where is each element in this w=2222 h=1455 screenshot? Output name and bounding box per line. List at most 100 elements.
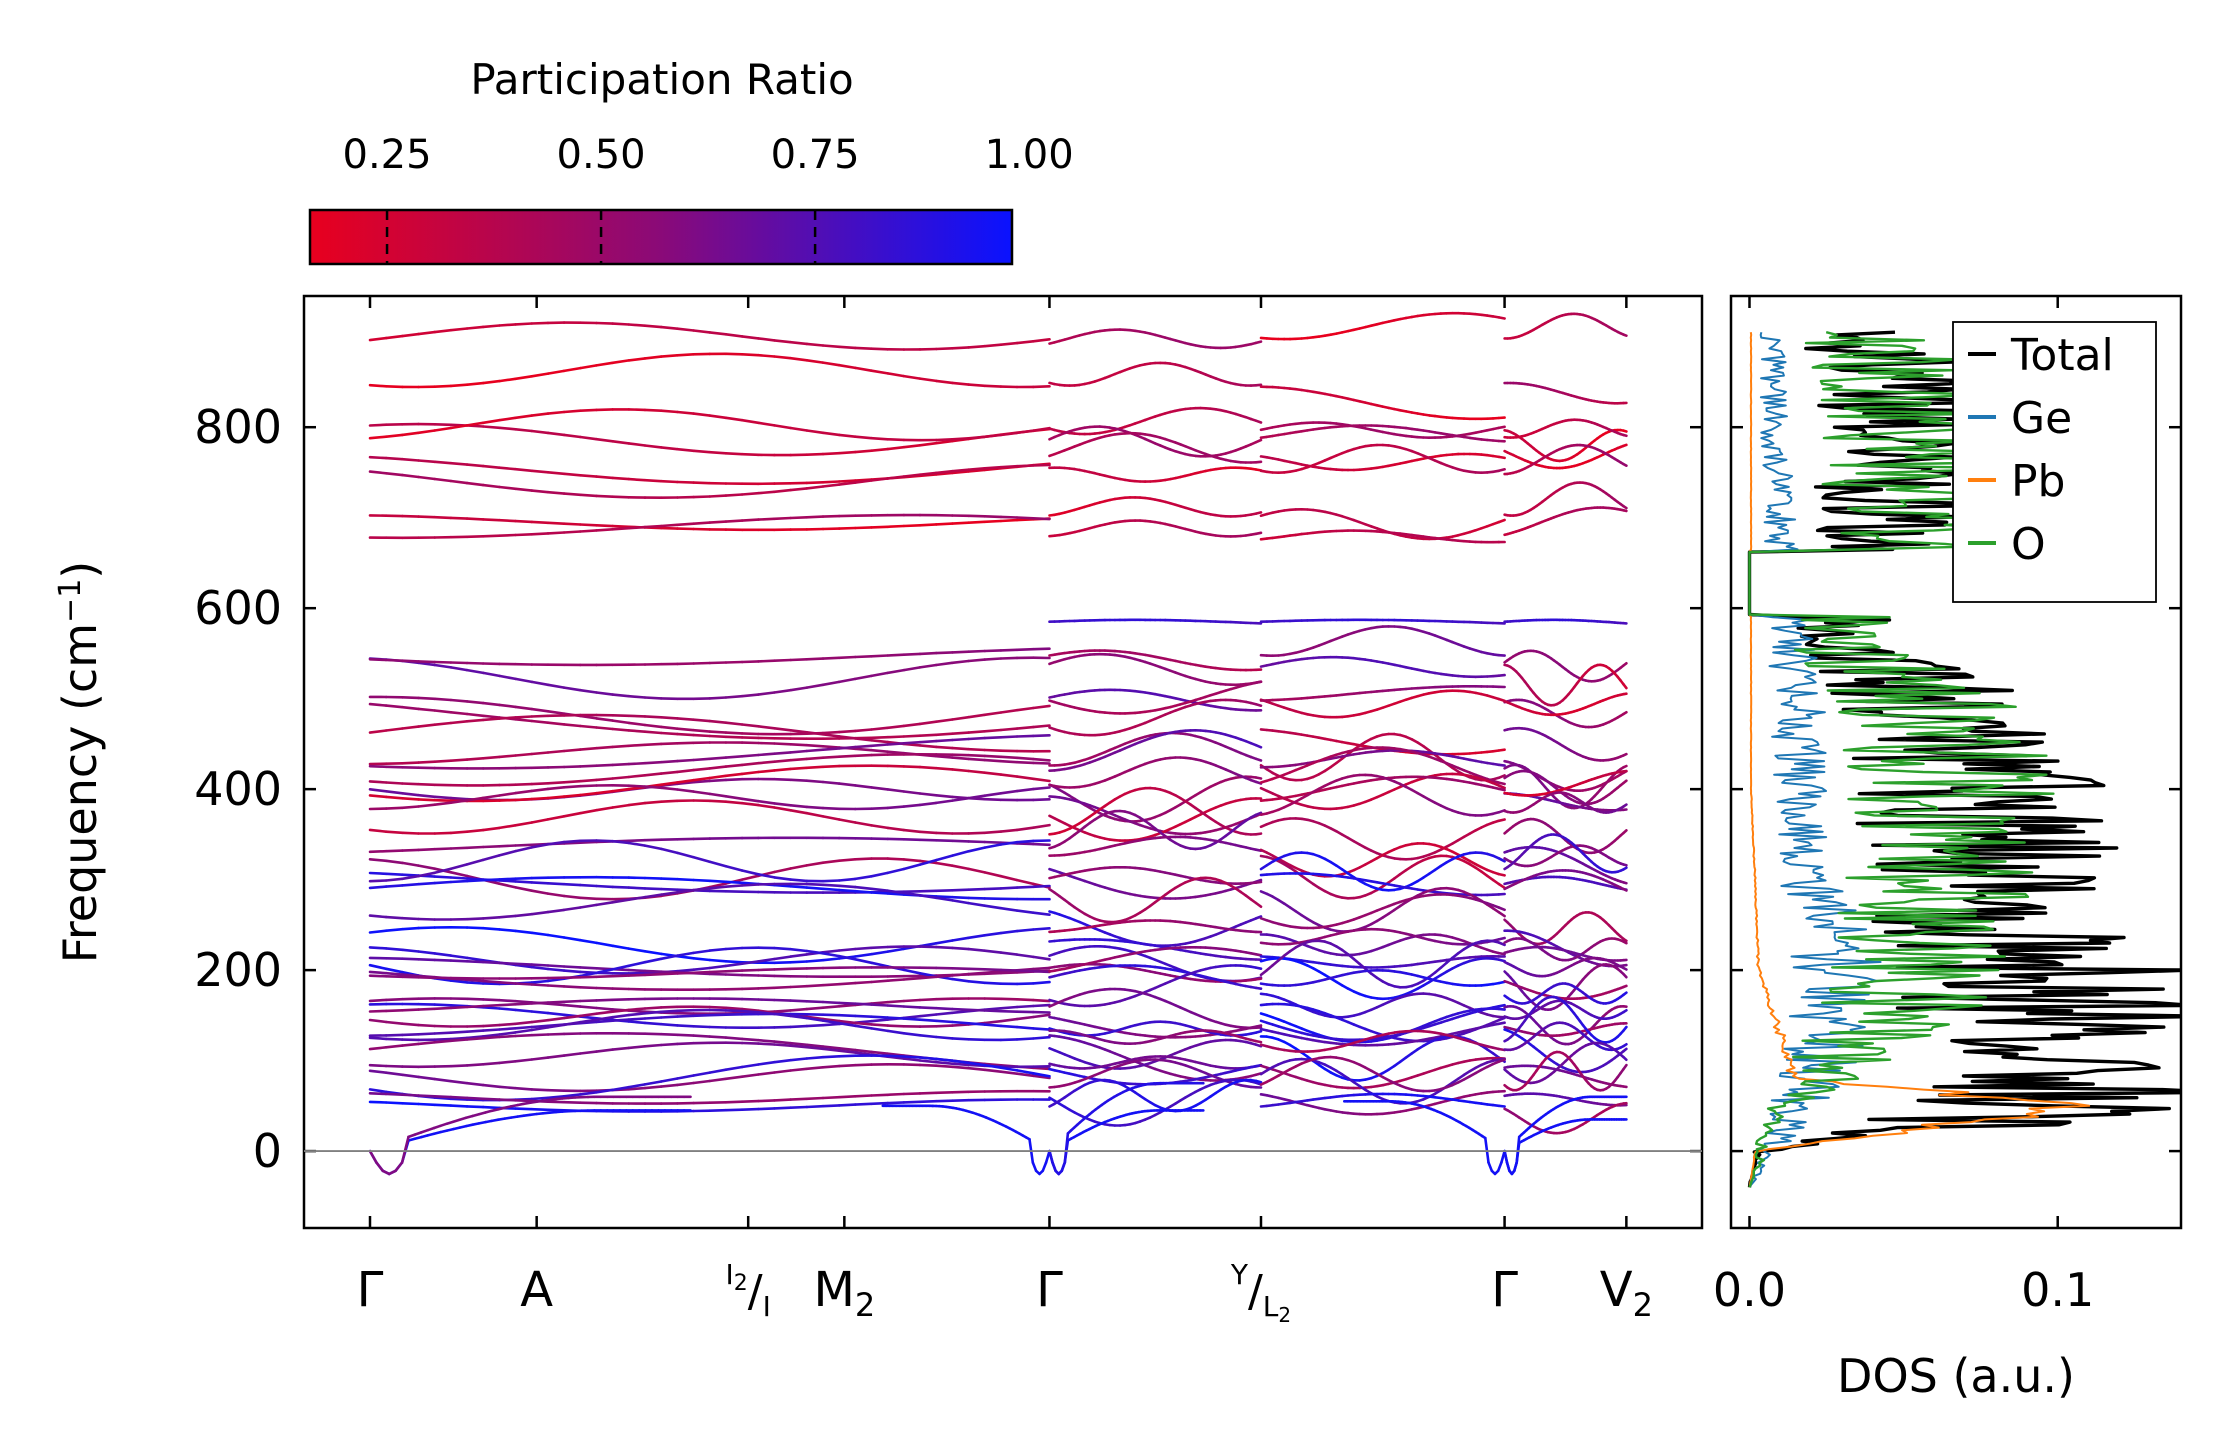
band-segment: [417, 950, 437, 955]
band-segment: [853, 980, 873, 985]
band-segment: [627, 1017, 647, 1021]
band-segment: [837, 782, 857, 787]
band-segment: [627, 1020, 647, 1025]
band-segment: [805, 485, 825, 490]
band-segment: [578, 808, 598, 815]
band-segment: [1497, 818, 1506, 823]
band-segment: [659, 731, 679, 736]
band-segment: [417, 847, 437, 852]
band-segment: [999, 648, 1019, 652]
band-segment: [578, 840, 598, 845]
band-segment: [902, 828, 922, 834]
band-segment: [789, 803, 809, 809]
band-segment: [417, 475, 437, 481]
band-segment: [983, 649, 1003, 653]
band-segment: [740, 452, 760, 457]
band-segment: [708, 958, 728, 963]
band-segment: [1497, 951, 1506, 956]
band-segment: [1254, 1030, 1263, 1034]
band-segment: [918, 733, 938, 738]
band-segment: [1497, 518, 1506, 524]
band-segment: [514, 715, 534, 719]
band-segment: [530, 707, 550, 713]
band-segment: [368, 857, 388, 863]
band-segment: [773, 742, 792, 746]
band-segment: [870, 477, 890, 482]
band-segment: [967, 468, 987, 473]
band-segment: [934, 831, 954, 835]
band-segment: [902, 1032, 922, 1037]
band-segment: [384, 471, 404, 477]
band-segment: [805, 1023, 825, 1028]
band-segment: [805, 1104, 825, 1109]
band-segment: [999, 1038, 1019, 1042]
band-segment: [1254, 460, 1263, 464]
band-segment: [999, 886, 1019, 890]
band-segment: [934, 471, 954, 476]
band-segment: [1032, 463, 1051, 467]
band-segment: [740, 753, 760, 758]
band-segment: [643, 1032, 663, 1036]
band-segment: [449, 1005, 469, 1010]
band-segment: [934, 379, 954, 385]
band-segment: [708, 1013, 728, 1017]
band-segment: [967, 729, 987, 734]
band-segment: [918, 1059, 938, 1064]
band-segment: [384, 1037, 404, 1041]
band-segment: [498, 1022, 517, 1027]
band-segment: [1015, 647, 1035, 652]
band-segment: [546, 840, 566, 846]
band-segment: [368, 998, 388, 1003]
band-segment: [837, 481, 857, 486]
band-segment: [692, 1025, 712, 1029]
band-segment: [789, 1044, 809, 1049]
band-segment: [1015, 756, 1035, 761]
band-segment: [643, 844, 663, 851]
band-segment: [514, 929, 534, 935]
band-segment: [870, 945, 890, 950]
band-segment: [756, 517, 776, 521]
band-segment: [530, 979, 550, 984]
band-segment: [740, 518, 760, 522]
band-segment: [498, 518, 517, 523]
band-segment: [498, 928, 517, 933]
band-segment: [659, 1005, 679, 1009]
band-segment: [983, 754, 1003, 759]
band-segment: [983, 830, 1003, 835]
band-segment: [886, 1016, 906, 1020]
band-segment: [498, 1060, 517, 1065]
band-segment: [433, 952, 453, 957]
band-segment: [530, 751, 550, 756]
band-segment: [368, 946, 388, 950]
band-segment: [514, 843, 534, 847]
band-segment: [724, 332, 744, 338]
band-segment: [465, 1105, 485, 1109]
band-segment: [595, 691, 615, 696]
band-segment: [643, 478, 663, 483]
band-segment: [740, 335, 760, 340]
band-segment: [756, 769, 776, 774]
band-segment: [902, 1063, 922, 1067]
band-segment: [643, 838, 663, 842]
band-segment: [951, 972, 970, 977]
band-segment: [853, 1094, 873, 1098]
band-segment: [368, 435, 388, 440]
band-segment: [676, 877, 695, 882]
band-segment: [481, 418, 501, 425]
band-segment: [886, 805, 906, 810]
band-segment: [595, 986, 615, 990]
band-segment: [708, 879, 728, 884]
band-segment: [902, 858, 922, 863]
band-segment: [433, 1031, 453, 1035]
band-segment: [498, 1031, 517, 1036]
band-segment: [805, 683, 825, 689]
band-segment: [433, 660, 453, 664]
band-segment: [1032, 1027, 1051, 1031]
band-segment: [659, 781, 679, 787]
band-segment: [999, 997, 1019, 1001]
band-segment: [692, 481, 712, 485]
band-segment: [773, 883, 792, 888]
band-segment: [465, 878, 485, 883]
band-segment: [498, 754, 517, 759]
